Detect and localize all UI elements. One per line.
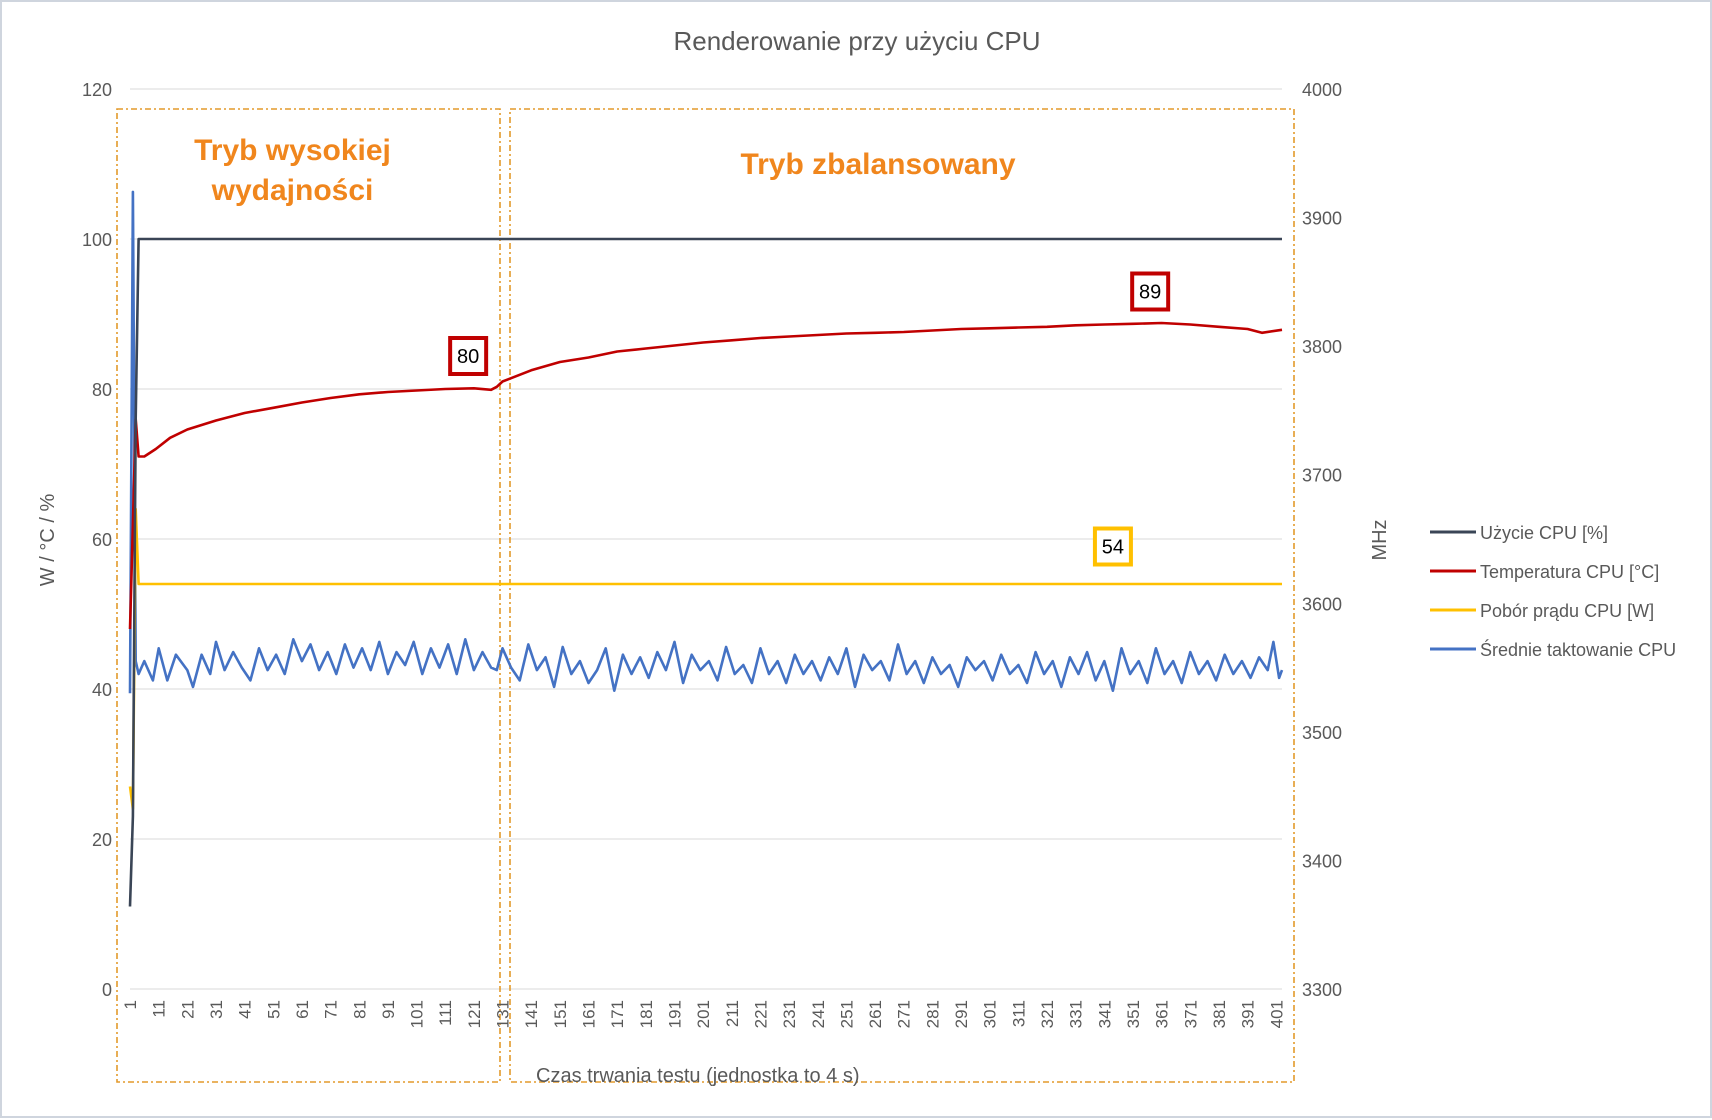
y-right-tick-label: 3800 — [1302, 337, 1342, 357]
y-axis-right: 3300 3400 3500 3600 3700 3800 3900 4000 — [1302, 80, 1342, 1000]
x-tick-label: 101 — [408, 1000, 427, 1028]
y-right-tick-label: 3400 — [1302, 851, 1342, 871]
y-right-tick-label: 3600 — [1302, 594, 1342, 614]
x-tick-label: 191 — [665, 1000, 684, 1028]
legend-item-uzycie-cpu: Użycie CPU [%] — [1430, 523, 1608, 543]
region-label-line2: wydajności — [211, 174, 374, 207]
x-tick-label: 91 — [379, 1000, 398, 1019]
x-tick-label: 321 — [1038, 1000, 1057, 1028]
x-tick-label: 111 — [436, 1000, 455, 1026]
x-tick-label: 251 — [837, 1000, 856, 1028]
x-tick-label: 371 — [1181, 1000, 1200, 1028]
y-axis-right-label: MHz — [1369, 519, 1391, 560]
x-tick-label: 291 — [952, 1000, 971, 1028]
x-tick-label: 131 — [494, 1000, 513, 1028]
x-tick-label: 201 — [694, 1000, 713, 1028]
legend-label: Użycie CPU [%] — [1480, 523, 1608, 543]
x-tick-label: 141 — [522, 1000, 541, 1028]
x-tick-label: 171 — [608, 1000, 627, 1028]
x-tick-label: 1 — [121, 1000, 140, 1009]
y-left-tick-label: 80 — [92, 380, 112, 400]
series-line-temperatura-cpu-c — [128, 321, 1283, 630]
region-label-line1: Tryb wysokiej — [194, 134, 391, 167]
data-label-box — [448, 336, 489, 376]
y-axis-left: 0 20 40 60 80 100 120 — [82, 80, 112, 1000]
x-tick-label: 311 — [1009, 1000, 1028, 1027]
x-tick-label: 261 — [866, 1000, 885, 1028]
data-label-box — [1092, 526, 1133, 567]
data-label-89: 89 — [1130, 271, 1171, 312]
x-tick-label: 341 — [1095, 1000, 1114, 1028]
y-left-tick-label: 20 — [92, 830, 112, 850]
x-tick-label: 271 — [895, 1000, 914, 1028]
x-tick-label: 21 — [178, 1000, 197, 1019]
y-left-tick-label: 100 — [82, 230, 112, 250]
x-tick-label: 351 — [1124, 1000, 1143, 1028]
legend-item-srednie-taktowanie-cpu: Średnie taktowanie CPU — [1430, 639, 1676, 660]
region-balanced: Tryb zbalansowany — [509, 108, 1295, 1083]
legend-label: Temperatura CPU [°C] — [1480, 562, 1659, 582]
legend-item-pobor-pradu-cpu-w: Pobór prądu CPU [W] — [1430, 601, 1654, 621]
x-tick-label: 121 — [465, 1000, 484, 1028]
x-tick-label: 151 — [551, 1000, 570, 1028]
x-tick-label: 61 — [293, 1000, 312, 1019]
mode-regions: Tryb wysokiej wydajności Tryb zbalansowany — [116, 108, 1295, 1083]
x-tick-label: 401 — [1267, 1000, 1286, 1028]
x-tick-label: 281 — [923, 1000, 942, 1028]
x-tick-label: 161 — [580, 1000, 599, 1028]
region-label: Tryb zbalansowany — [740, 148, 1015, 181]
data-label-text: 54 — [1102, 537, 1124, 559]
data-label-text: 80 — [457, 346, 479, 368]
region-box — [116, 108, 501, 1083]
legend: Użycie CPU [%] Temperatura CPU [°C] Pobór … — [1430, 523, 1676, 660]
series-line-srednie-taktowanie-cpu — [128, 190, 1284, 694]
series-lines — [128, 190, 1284, 907]
region-high-performance: Tryb wysokiej wydajności — [116, 108, 501, 1083]
data-label-text: 89 — [1139, 282, 1161, 304]
y-axis-left-label: W / °C / % — [37, 494, 59, 587]
x-tick-label: 41 — [236, 1000, 255, 1019]
x-tick-label: 11 — [150, 1000, 169, 1018]
y-right-tick-label: 3500 — [1302, 723, 1342, 743]
legend-label: Pobór prądu CPU [W] — [1480, 601, 1654, 621]
x-tick-label: 51 — [264, 1000, 283, 1019]
legend-label: Średnie taktowanie CPU — [1480, 639, 1676, 660]
x-tick-label: 361 — [1153, 1000, 1172, 1028]
x-tick-label: 31 — [207, 1000, 226, 1019]
y-right-tick-label: 3700 — [1302, 466, 1342, 486]
y-right-tick-label: 3300 — [1302, 980, 1342, 1000]
y-left-tick-label: 40 — [92, 680, 112, 700]
x-tick-label: 231 — [780, 1000, 799, 1028]
x-tick-label: 81 — [350, 1000, 369, 1019]
legend-item-temperatura-cpu-c: Temperatura CPU [°C] — [1430, 562, 1659, 582]
annotations: 80 89 54 — [448, 271, 1171, 567]
x-axis: 1 11 21 31 41 51 61 71 81 91 101 111 121 131 141 151 161… — [121, 1000, 1286, 1028]
x-tick-label: 331 — [1067, 1000, 1086, 1028]
x-tick-label: 221 — [751, 1000, 770, 1028]
y-right-tick-label: 3900 — [1302, 209, 1342, 229]
y-left-tick-label: 60 — [92, 530, 112, 550]
y-left-tick-label: 120 — [82, 80, 112, 100]
x-axis-label: Czas trwania testu (jednostka to 4 s) — [536, 1065, 859, 1087]
x-tick-label: 301 — [981, 1000, 1000, 1028]
x-tick-label: 181 — [637, 1000, 656, 1028]
x-tick-label: 241 — [809, 1000, 828, 1028]
data-label-box — [1130, 271, 1171, 312]
y-left-tick-label: 0 — [102, 980, 112, 1000]
y-right-tick-label: 4000 — [1302, 80, 1342, 100]
x-tick-label: 211 — [723, 1000, 742, 1027]
series-line-uzycie-cpu — [128, 237, 1282, 907]
data-label-54: 54 — [1092, 526, 1133, 567]
chart-title: Renderowanie przy użyciu CPU — [673, 26, 1040, 56]
x-tick-label: 381 — [1210, 1000, 1229, 1028]
x-tick-label: 391 — [1239, 1000, 1258, 1028]
data-label-80: 80 — [448, 336, 489, 376]
region-box — [509, 108, 1295, 1083]
x-tick-label: 71 — [322, 1000, 341, 1019]
